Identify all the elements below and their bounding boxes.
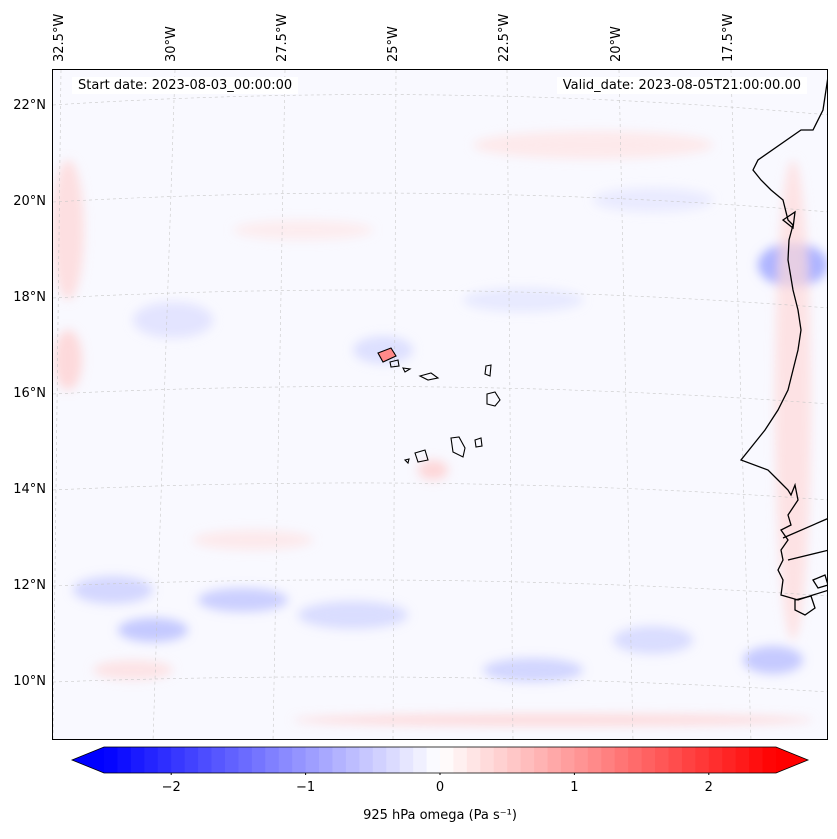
colorbar-segment <box>211 747 226 773</box>
colorbar-segment <box>722 747 737 773</box>
colorbar-segment <box>708 747 723 773</box>
lat-label: 16°N <box>13 386 46 401</box>
colorbar-segment <box>735 747 750 773</box>
colorbar-segment <box>560 747 575 773</box>
colorbar-segment <box>198 747 213 773</box>
cabo-verde-islands <box>377 347 501 465</box>
colorbar-segment <box>117 747 132 773</box>
colorbar-segment <box>641 747 656 773</box>
colorbar-segment <box>547 747 562 773</box>
colorbar-segment <box>144 747 159 773</box>
colorbar-segment <box>292 747 307 773</box>
lon-label: 27.5°W <box>275 13 290 62</box>
colorbar-segment <box>238 747 253 773</box>
colorbar <box>70 746 810 775</box>
lon-label: 30°W <box>164 26 179 62</box>
colorbar-segment <box>534 747 549 773</box>
colorbar-segment <box>157 747 172 773</box>
colorbar-segment <box>655 747 669 773</box>
colorbar-segment <box>345 747 360 773</box>
colorbar-segment <box>681 747 696 773</box>
colorbar-segment <box>520 747 535 773</box>
colorbar-segment <box>695 747 710 773</box>
colorbar-segment <box>372 747 387 773</box>
lat-label: 18°N <box>13 290 46 305</box>
coastline <box>739 78 827 616</box>
colorbar-segment <box>493 747 508 773</box>
colorbar-segment <box>426 747 441 773</box>
graticule <box>53 70 827 739</box>
colorbar-segment <box>749 747 764 773</box>
colorbar-segment <box>278 747 293 773</box>
colorbar-segment <box>440 747 454 773</box>
colorbar-segment <box>305 747 320 773</box>
colorbar-segment <box>413 747 428 773</box>
lat-label: 20°N <box>13 194 46 209</box>
lon-label: 22.5°W <box>497 13 512 62</box>
colorbar-segment <box>762 747 777 773</box>
lon-label: 32.5°W <box>52 13 67 62</box>
start-date-label: Start date: 2023-08-03_00:00:00 <box>72 77 299 94</box>
colorbar-segment <box>104 747 118 773</box>
colorbar-segment <box>574 747 589 773</box>
colorbar-tick-label: −2 <box>161 780 181 795</box>
colorbar-segment <box>453 747 468 773</box>
colorbar-segment <box>184 747 199 773</box>
colorbar-segment <box>319 747 333 773</box>
colorbar-segment <box>359 747 374 773</box>
colorbar-segment <box>614 747 629 773</box>
omega-field <box>53 131 827 726</box>
colorbar-segment <box>399 747 414 773</box>
colorbar-segment <box>628 747 643 773</box>
colorbar-segment <box>251 747 266 773</box>
colorbar-segment <box>130 747 145 773</box>
lat-label: 10°N <box>13 674 46 689</box>
lon-label: 20°W <box>609 26 624 62</box>
colorbar-tick-label: 0 <box>435 780 445 795</box>
omega-field-map <box>53 70 827 739</box>
colorbar-tick-label: 1 <box>570 780 579 795</box>
lon-label: 25°W <box>386 26 401 62</box>
lat-label: 12°N <box>13 578 46 593</box>
colorbar-tick-label: 2 <box>704 780 713 795</box>
valid-date-label: Valid_date: 2023-08-05T21:00:00.00 <box>556 77 807 94</box>
colorbar-segment <box>480 747 495 773</box>
colorbar-segment <box>265 747 280 773</box>
colorbar-label: 925 hPa omega (Pa s⁻¹) <box>363 808 517 823</box>
colorbar-segment <box>386 747 401 773</box>
colorbar-segment <box>601 747 616 773</box>
colorbar-segment <box>466 747 481 773</box>
colorbar-extend-max <box>776 747 808 773</box>
lon-label: 17.5°W <box>721 13 736 62</box>
colorbar-outline <box>70 746 810 774</box>
colorbar-segment <box>224 747 239 773</box>
colorbar-segment <box>587 747 602 773</box>
map-panel <box>52 69 828 740</box>
colorbar-segment <box>668 747 683 773</box>
lat-label: 14°N <box>13 482 46 497</box>
colorbar-segment <box>171 747 186 773</box>
lat-label: 22°N <box>13 98 46 113</box>
colorbar-segment <box>507 747 522 773</box>
colorbar-extend-min <box>72 747 104 773</box>
colorbar-segment <box>332 747 347 773</box>
colorbar-tick-label: −1 <box>296 780 316 795</box>
